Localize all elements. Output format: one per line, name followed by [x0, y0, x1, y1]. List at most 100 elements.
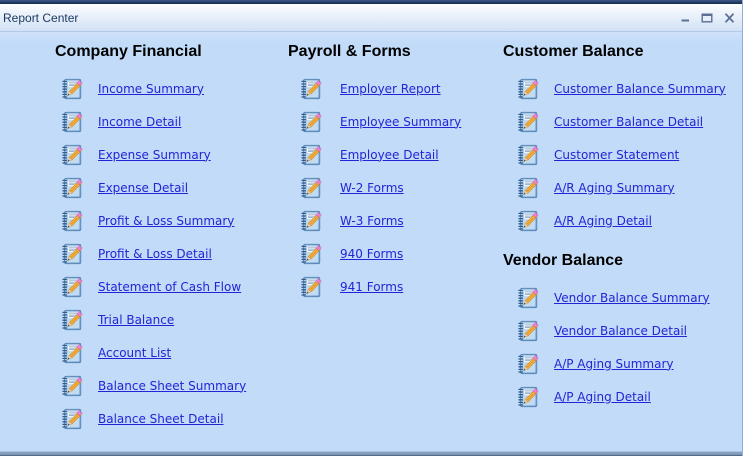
report-icon — [61, 408, 83, 430]
report-icon — [61, 243, 83, 265]
report-row: A/R Aging Summary — [503, 171, 738, 204]
report-row: Profit & Loss Summary — [55, 204, 290, 237]
report-icon — [300, 210, 322, 232]
maximize-icon — [701, 13, 713, 22]
report-icon — [517, 320, 539, 342]
report-row: Customer Balance Summary — [503, 72, 738, 105]
report-link-customer-balance-summary[interactable]: Customer Balance Summary — [554, 81, 726, 96]
report-row: Trial Balance — [55, 303, 290, 336]
report-icon — [517, 78, 539, 100]
report-icon — [517, 144, 539, 166]
report-row: Employee Summary — [288, 105, 498, 138]
report-link-vendor-balance-detail[interactable]: Vendor Balance Detail — [554, 323, 687, 338]
report-icon — [300, 243, 322, 265]
report-row: Customer Statement — [503, 138, 738, 171]
report-icon — [517, 111, 539, 133]
report-link-profit-loss-summary[interactable]: Profit & Loss Summary — [98, 213, 235, 228]
report-row: Employee Detail — [288, 138, 498, 171]
report-icon — [300, 177, 322, 199]
window-title: Report Center — [3, 10, 79, 25]
report-link-ar-aging-summary[interactable]: A/R Aging Summary — [554, 180, 675, 195]
column-company-financial: Company Financial Income Summary Income … — [55, 41, 290, 435]
report-link-employee-detail[interactable]: Employee Detail — [340, 147, 439, 162]
minimize-icon — [681, 19, 689, 21]
titlebar-top-accent — [0, 0, 742, 4]
close-icon — [724, 12, 734, 23]
report-link-trial-balance[interactable]: Trial Balance — [98, 312, 175, 327]
report-row: W-2 Forms — [288, 171, 498, 204]
report-row: Statement of Cash Flow — [55, 270, 290, 303]
report-icon — [61, 177, 83, 199]
column-payroll-forms: Payroll & Forms Employer Report Employee… — [288, 41, 498, 303]
report-link-940-forms[interactable]: 940 Forms — [340, 246, 404, 261]
report-row: Account List — [55, 336, 290, 369]
report-icon — [61, 78, 83, 100]
section-heading-customer-balance: Customer Balance — [503, 43, 644, 60]
window-bottom-border — [0, 451, 742, 456]
report-icon — [300, 144, 322, 166]
report-row: Expense Summary — [55, 138, 290, 171]
report-row: 940 Forms — [288, 237, 498, 270]
report-row: Customer Balance Detail — [503, 105, 738, 138]
window-controls — [678, 11, 742, 25]
report-row: Vendor Balance Summary — [503, 281, 738, 314]
report-icon — [517, 353, 539, 375]
report-row: A/R Aging Detail — [503, 204, 738, 237]
report-link-account-list[interactable]: Account List — [98, 345, 172, 360]
report-link-w3-forms[interactable]: W-3 Forms — [340, 213, 404, 228]
report-icon — [517, 177, 539, 199]
section-heading-company-financial: Company Financial — [55, 43, 202, 60]
report-row: Income Detail — [55, 105, 290, 138]
report-icon — [300, 78, 322, 100]
report-row: Vendor Balance Detail — [503, 314, 738, 347]
report-link-balance-sheet-detail[interactable]: Balance Sheet Detail — [98, 411, 224, 426]
report-icon — [61, 276, 83, 298]
maximize-button[interactable] — [700, 11, 714, 25]
close-button[interactable] — [722, 11, 736, 25]
report-link-income-detail[interactable]: Income Detail — [98, 114, 182, 129]
report-icon — [300, 111, 322, 133]
report-icon — [61, 144, 83, 166]
report-icon — [61, 309, 83, 331]
report-link-w2-forms[interactable]: W-2 Forms — [340, 180, 404, 195]
report-link-statement-of-cash-flow[interactable]: Statement of Cash Flow — [98, 279, 242, 294]
report-row: A/P Aging Summary — [503, 347, 738, 380]
report-row: Profit & Loss Detail — [55, 237, 290, 270]
report-row: Employer Report — [288, 72, 498, 105]
report-row: W-3 Forms — [288, 204, 498, 237]
report-icon — [517, 210, 539, 232]
report-icon — [61, 342, 83, 364]
column-customer-vendor-balance: Customer Balance Customer Balance Summar… — [503, 41, 738, 413]
report-icon — [517, 287, 539, 309]
report-link-employee-summary[interactable]: Employee Summary — [340, 114, 462, 129]
report-row: 941 Forms — [288, 270, 498, 303]
report-link-vendor-balance-summary[interactable]: Vendor Balance Summary — [554, 290, 710, 305]
report-link-customer-balance-detail[interactable]: Customer Balance Detail — [554, 114, 704, 129]
report-link-balance-sheet-summary[interactable]: Balance Sheet Summary — [98, 378, 247, 393]
report-link-ap-aging-detail[interactable]: A/P Aging Detail — [554, 389, 651, 404]
report-link-941-forms[interactable]: 941 Forms — [340, 279, 404, 294]
report-link-ap-aging-summary[interactable]: A/P Aging Summary — [554, 356, 674, 371]
report-link-employer-report[interactable]: Employer Report — [340, 81, 441, 96]
report-icon — [517, 386, 539, 408]
report-row: Balance Sheet Detail — [55, 402, 290, 435]
minimize-button[interactable] — [678, 11, 692, 25]
report-link-ar-aging-detail[interactable]: A/R Aging Detail — [554, 213, 652, 228]
report-link-income-summary[interactable]: Income Summary — [98, 81, 204, 96]
report-link-expense-detail[interactable]: Expense Detail — [98, 180, 189, 195]
report-link-customer-statement[interactable]: Customer Statement — [554, 147, 680, 162]
report-row: Expense Detail — [55, 171, 290, 204]
report-icon — [61, 111, 83, 133]
report-row: Balance Sheet Summary — [55, 369, 290, 402]
titlebar[interactable]: Report Center — [0, 4, 742, 32]
report-center-content: Company Financial Income Summary Income … — [0, 32, 742, 451]
report-row: A/P Aging Detail — [503, 380, 738, 413]
report-icon — [61, 210, 83, 232]
report-link-expense-summary[interactable]: Expense Summary — [98, 147, 211, 162]
section-heading-vendor-balance: Vendor Balance — [503, 252, 624, 269]
report-link-profit-loss-detail[interactable]: Profit & Loss Detail — [98, 246, 212, 261]
report-row: Income Summary — [55, 72, 290, 105]
report-icon — [300, 276, 322, 298]
report-icon — [61, 375, 83, 397]
